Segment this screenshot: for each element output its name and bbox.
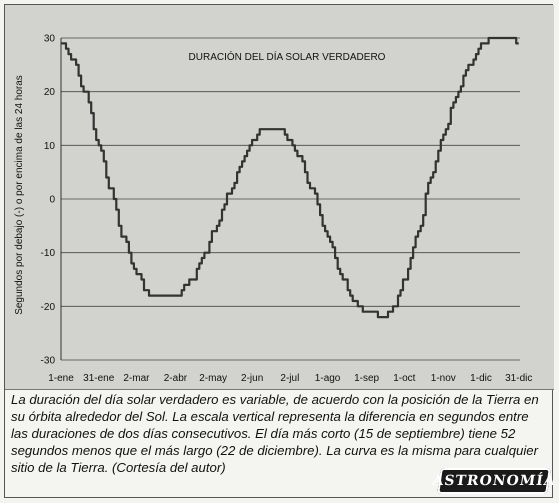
x-tick-label: 1-ene [48,373,74,384]
y-tick-label: 20 [44,87,56,98]
x-tick-label: 31-ene [83,373,115,384]
x-tick-label: 2-jun [241,373,263,384]
x-tick-label: 2-may [199,373,227,384]
y-tick-label: 0 [49,195,55,206]
x-tick-label: 1-dic [470,373,492,384]
y-tick-label: -10 [41,248,56,259]
x-tick-label: 2-jul [280,373,299,384]
x-tick-label: 2-abr [164,373,188,384]
x-tick-label: 31-dic [505,373,532,384]
figure-caption: La duración del día solar verdadero es v… [11,392,539,475]
y-tick-label: 10 [44,141,56,152]
y-tick-label: -30 [41,356,56,367]
y-tick-label: 30 [44,34,56,45]
figure-frame: DURACIÓN DEL DÍA SOLAR VERDADERO Segundo… [4,4,557,498]
grid-lines [61,37,520,361]
y-tick-label: -20 [41,302,56,313]
line-chart: DURACIÓN DEL DÍA SOLAR VERDADERO Segundo… [14,34,532,385]
x-tick-label: 1-ago [315,373,341,384]
x-tick-label: 1-oct [393,373,415,384]
y-axis-label: Segundos por debajo (-) o por encima de … [14,75,25,315]
x-tick-label: 1-nov [431,373,456,384]
x-tick-label: 2-mar [123,373,150,384]
x-tick-labels: 1-ene 31-ene 2-mar 2-abr 2-may 2-jun 2-jul 1-ag… [48,373,532,384]
chart-title: DURACIÓN DEL DÍA SOLAR VERDADERO [189,50,386,63]
chart-area: DURACIÓN DEL DÍA SOLAR VERDADERO Segundo… [5,5,554,390]
magazine-logo: ASTRONOMÍA [431,468,557,494]
x-tick-label: 1-sep [354,373,379,384]
y-tick-labels: 30 20 10 0 -10 -20 -30 [41,34,56,367]
series-line [61,36,519,319]
